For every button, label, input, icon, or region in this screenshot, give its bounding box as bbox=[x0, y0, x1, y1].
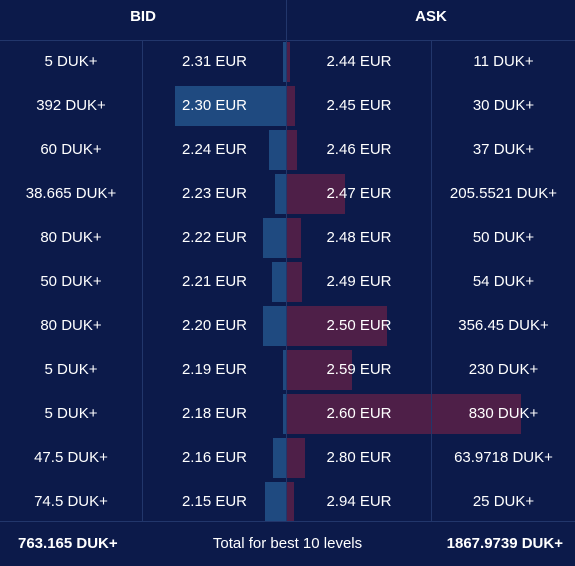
order-book-rows: 5 DUK+ 2.31 EUR 2.44 EUR 11 DUK+ 392 DUK+ 2.3… bbox=[0, 40, 575, 524]
bid-quantity: 38.665 DUK+ bbox=[25, 185, 117, 202]
ask-quantity: 11 DUK+ bbox=[473, 53, 534, 70]
bid-quantity: 392 DUK+ bbox=[36, 97, 106, 114]
bid-price: 2.18 EUR bbox=[181, 405, 248, 422]
order-level-row[interactable]: 80 DUK+ 2.22 EUR 2.48 EUR 50 DUK+ bbox=[0, 216, 575, 260]
ask-quantity: 54 DUK+ bbox=[472, 273, 535, 290]
bid-quantity: 5 DUK+ bbox=[44, 361, 98, 378]
ask-depth-bar bbox=[287, 218, 301, 258]
ask-price: 2.47 EUR bbox=[326, 185, 392, 202]
center-divider bbox=[286, 40, 287, 521]
ask-quantity: 205.5521 DUK+ bbox=[449, 185, 558, 202]
bid-quantity: 5 DUK+ bbox=[44, 53, 98, 70]
ask-depth-bar bbox=[287, 174, 345, 214]
bid-price: 2.16 EUR bbox=[181, 449, 248, 466]
ask-price: 2.50 EUR bbox=[326, 317, 392, 334]
bid-price: 2.21 EUR bbox=[181, 273, 248, 290]
bid-depth-bar bbox=[263, 306, 286, 346]
ask-price: 2.46 EUR bbox=[326, 141, 392, 158]
bid-total: 763.165 DUK+ bbox=[18, 535, 118, 552]
ask-price: 2.80 EUR bbox=[326, 449, 392, 466]
bid-depth-bar bbox=[283, 350, 286, 390]
ask-quantity: 30 DUK+ bbox=[472, 97, 535, 114]
ask-price: 2.60 EUR bbox=[326, 405, 392, 422]
ask-quantity: 63.9718 DUK+ bbox=[454, 449, 553, 466]
ask-quantity: 25 DUK+ bbox=[472, 493, 535, 510]
bid-depth-bar bbox=[263, 218, 286, 258]
ask-total: 1867.9739 DUK+ bbox=[446, 535, 563, 552]
order-level-row[interactable]: 5 DUK+ 2.31 EUR 2.44 EUR 11 DUK+ bbox=[0, 40, 575, 84]
column-divider bbox=[431, 40, 432, 521]
ask-depth-bar bbox=[287, 130, 297, 170]
ask-price: 2.49 EUR bbox=[326, 273, 392, 290]
ask-quantity: 230 DUK+ bbox=[468, 361, 539, 378]
bid-price: 2.22 EUR bbox=[181, 229, 248, 246]
bid-price: 2.15 EUR bbox=[181, 493, 248, 510]
ask-quantity: 37 DUK+ bbox=[472, 141, 535, 158]
totals-label: Total for best 10 levels bbox=[212, 535, 363, 552]
bid-depth-bar bbox=[175, 86, 286, 126]
ask-depth-bar bbox=[287, 306, 387, 346]
bid-price: 2.30 EUR bbox=[181, 97, 248, 114]
bid-quantity: 50 DUK+ bbox=[40, 273, 102, 290]
ask-depth-bar bbox=[287, 394, 521, 434]
bid-depth-bar bbox=[275, 174, 286, 214]
order-level-row[interactable]: 5 DUK+ 2.18 EUR 2.60 EUR 830 DUK+ bbox=[0, 392, 575, 436]
bid-depth-bar bbox=[283, 42, 286, 82]
order-level-row[interactable]: 50 DUK+ 2.21 EUR 2.49 EUR 54 DUK+ bbox=[0, 260, 575, 304]
ask-price: 2.45 EUR bbox=[326, 97, 392, 114]
bid-depth-bar bbox=[273, 438, 286, 478]
order-level-row[interactable]: 80 DUK+ 2.20 EUR 2.50 EUR 356.45 DUK+ bbox=[0, 304, 575, 348]
bid-quantity: 60 DUK+ bbox=[40, 141, 102, 158]
ask-depth-bar bbox=[287, 86, 295, 126]
order-level-row[interactable]: 74.5 DUK+ 2.15 EUR 2.94 EUR 25 DUK+ bbox=[0, 480, 575, 524]
bid-price: 2.20 EUR bbox=[181, 317, 248, 334]
bid-price: 2.23 EUR bbox=[181, 185, 248, 202]
bid-price: 2.24 EUR bbox=[181, 141, 248, 158]
bid-quantity: 80 DUK+ bbox=[40, 317, 102, 334]
bid-depth-bar bbox=[265, 482, 286, 522]
ask-price: 2.59 EUR bbox=[326, 361, 392, 378]
order-level-row[interactable]: 38.665 DUK+ 2.23 EUR 2.47 EUR 205.5521 DUK+ bbox=[0, 172, 575, 216]
ask-price: 2.48 EUR bbox=[326, 229, 392, 246]
bid-price: 2.19 EUR bbox=[181, 361, 248, 378]
column-divider bbox=[142, 40, 143, 521]
ask-depth-bar bbox=[287, 262, 302, 302]
ask-price: 2.44 EUR bbox=[326, 53, 392, 70]
order-book-footer: Total for best 10 levels 763.165 DUK+ 18… bbox=[0, 521, 575, 560]
header-divider bbox=[286, 0, 287, 40]
bid-quantity: 5 DUK+ bbox=[44, 405, 98, 422]
ask-depth-bar bbox=[287, 438, 305, 478]
bid-quantity: 80 DUK+ bbox=[40, 229, 102, 246]
ask-depth-bar bbox=[287, 350, 352, 390]
order-level-row[interactable]: 47.5 DUK+ 2.16 EUR 2.80 EUR 63.9718 DUK+ bbox=[0, 436, 575, 480]
bid-depth-bar bbox=[283, 394, 286, 434]
order-level-row[interactable]: 5 DUK+ 2.19 EUR 2.59 EUR 230 DUK+ bbox=[0, 348, 575, 392]
bid-depth-bar bbox=[269, 130, 286, 170]
order-book-header: BID ASK bbox=[0, 0, 575, 41]
ask-quantity: 356.45 DUK+ bbox=[458, 317, 549, 334]
ask-quantity: 50 DUK+ bbox=[472, 229, 535, 246]
ask-depth-bar bbox=[287, 482, 294, 522]
order-level-row[interactable]: 60 DUK+ 2.24 EUR 2.46 EUR 37 DUK+ bbox=[0, 128, 575, 172]
bid-quantity: 47.5 DUK+ bbox=[34, 449, 108, 466]
bid-header: BID bbox=[130, 8, 156, 25]
ask-quantity: 830 DUK+ bbox=[468, 405, 539, 422]
bid-quantity: 74.5 DUK+ bbox=[34, 493, 108, 510]
ask-header: ASK bbox=[415, 8, 447, 25]
order-level-row[interactable]: 392 DUK+ 2.30 EUR 2.45 EUR 30 DUK+ bbox=[0, 84, 575, 128]
ask-depth-bar bbox=[287, 42, 290, 82]
ask-price: 2.94 EUR bbox=[326, 493, 392, 510]
bid-price: 2.31 EUR bbox=[181, 53, 248, 70]
bid-depth-bar bbox=[272, 262, 286, 302]
